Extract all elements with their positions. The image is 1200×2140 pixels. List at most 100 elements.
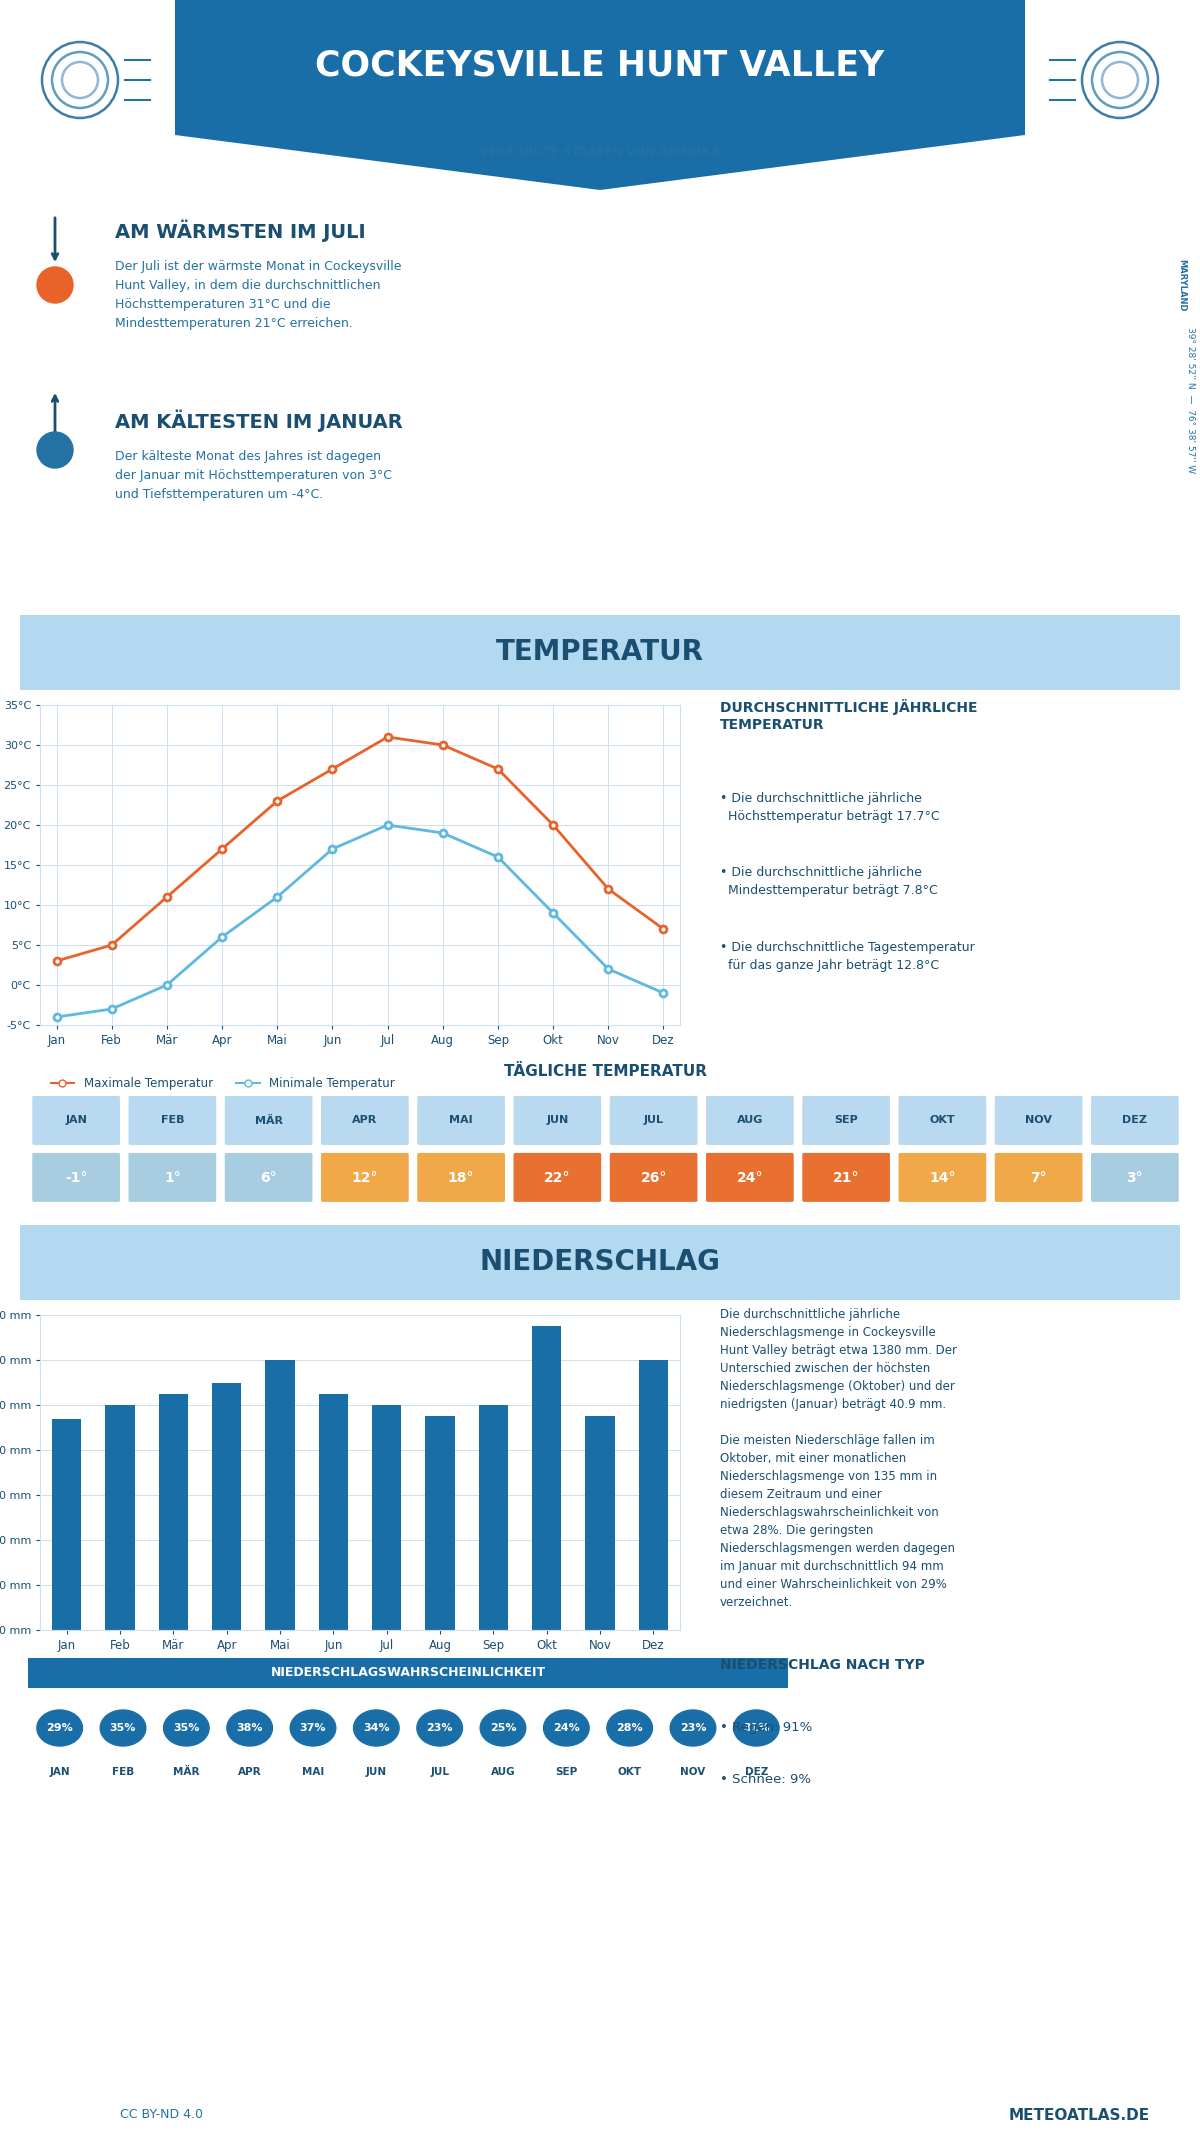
FancyBboxPatch shape bbox=[127, 1151, 217, 1203]
FancyBboxPatch shape bbox=[994, 1094, 1084, 1147]
Text: 28%: 28% bbox=[617, 1723, 643, 1733]
Bar bbox=[106, 1406, 134, 1631]
Circle shape bbox=[354, 1710, 400, 1746]
Text: 6°: 6° bbox=[260, 1171, 277, 1186]
Text: 39° 28' 52'' N  —  76° 38' 57'' W: 39° 28' 52'' N — 76° 38' 57'' W bbox=[1186, 327, 1194, 473]
Text: AM KÄLTESTEN IM JANUAR: AM KÄLTESTEN IM JANUAR bbox=[115, 411, 403, 432]
Text: NOV: NOV bbox=[1025, 1115, 1052, 1126]
FancyBboxPatch shape bbox=[223, 1151, 314, 1203]
Text: • Schnee: 9%: • Schnee: 9% bbox=[720, 1772, 811, 1785]
Text: MÄR: MÄR bbox=[173, 1768, 199, 1776]
Text: 24%: 24% bbox=[553, 1723, 580, 1733]
Text: SEP: SEP bbox=[556, 1768, 577, 1776]
Text: JUL: JUL bbox=[643, 1115, 664, 1126]
Text: APR: APR bbox=[353, 1115, 378, 1126]
Bar bbox=[532, 1327, 562, 1631]
Text: 38%: 38% bbox=[236, 1723, 263, 1733]
Text: MÄR: MÄR bbox=[254, 1115, 283, 1126]
Text: DEZ: DEZ bbox=[1122, 1115, 1147, 1126]
Circle shape bbox=[290, 1710, 336, 1746]
Circle shape bbox=[37, 268, 73, 304]
Text: MARYLAND: MARYLAND bbox=[1177, 259, 1187, 310]
Text: JUN: JUN bbox=[366, 1768, 386, 1776]
FancyBboxPatch shape bbox=[319, 1151, 410, 1203]
FancyBboxPatch shape bbox=[898, 1151, 988, 1203]
FancyBboxPatch shape bbox=[512, 1094, 602, 1147]
FancyBboxPatch shape bbox=[800, 1094, 892, 1147]
Bar bbox=[212, 1382, 241, 1631]
FancyBboxPatch shape bbox=[13, 1656, 803, 1688]
Text: 7°: 7° bbox=[1031, 1171, 1046, 1186]
FancyBboxPatch shape bbox=[0, 1222, 1200, 1303]
Text: Die durchschnittliche jährliche
Niederschlagsmenge in Cockeysville
Hunt Valley b: Die durchschnittliche jährliche Niedersc… bbox=[720, 1308, 958, 1609]
Text: JAN: JAN bbox=[49, 1768, 70, 1776]
Text: 25%: 25% bbox=[490, 1723, 516, 1733]
Text: Der kälteste Monat des Jahres ist dagegen
der Januar mit Höchsttemperaturen von : Der kälteste Monat des Jahres ist dagege… bbox=[115, 449, 392, 501]
Circle shape bbox=[416, 1710, 462, 1746]
Bar bbox=[265, 1361, 295, 1631]
FancyBboxPatch shape bbox=[31, 1094, 121, 1147]
Text: JUN: JUN bbox=[546, 1115, 569, 1126]
Circle shape bbox=[37, 1710, 83, 1746]
FancyBboxPatch shape bbox=[223, 1094, 314, 1147]
Text: 12°: 12° bbox=[352, 1171, 378, 1186]
Text: JAN: JAN bbox=[65, 1115, 88, 1126]
Bar bbox=[638, 1361, 668, 1631]
Bar bbox=[158, 1393, 188, 1631]
Text: 3°: 3° bbox=[1127, 1171, 1144, 1186]
FancyBboxPatch shape bbox=[704, 1151, 796, 1203]
Text: TEMPERATUR: TEMPERATUR bbox=[496, 638, 704, 666]
Bar bbox=[372, 1406, 401, 1631]
Text: AUG: AUG bbox=[737, 1115, 763, 1126]
Text: NIEDERSCHLAG: NIEDERSCHLAG bbox=[480, 1248, 720, 1275]
FancyBboxPatch shape bbox=[608, 1094, 698, 1147]
FancyBboxPatch shape bbox=[1090, 1094, 1180, 1147]
Text: OKT: OKT bbox=[618, 1768, 642, 1776]
Text: 23%: 23% bbox=[426, 1723, 452, 1733]
Text: CC BY-ND 4.0: CC BY-ND 4.0 bbox=[120, 2108, 203, 2121]
Circle shape bbox=[480, 1710, 526, 1746]
Text: APR: APR bbox=[238, 1768, 262, 1776]
Text: 18°: 18° bbox=[448, 1171, 474, 1186]
Text: NIEDERSCHLAG NACH TYP: NIEDERSCHLAG NACH TYP bbox=[720, 1658, 925, 1671]
Text: 31%: 31% bbox=[743, 1723, 769, 1733]
FancyBboxPatch shape bbox=[898, 1094, 988, 1147]
FancyBboxPatch shape bbox=[608, 1151, 698, 1203]
Text: 22°: 22° bbox=[544, 1171, 571, 1186]
FancyBboxPatch shape bbox=[127, 1094, 217, 1147]
Text: 24°: 24° bbox=[737, 1171, 763, 1186]
Text: 14°: 14° bbox=[929, 1171, 955, 1186]
Legend: Niederschlagssumme: Niederschlagssumme bbox=[46, 1671, 216, 1693]
Text: AM WÄRMSTEN IM JULI: AM WÄRMSTEN IM JULI bbox=[115, 220, 366, 242]
Text: COCKEYSVILLE HUNT VALLEY: COCKEYSVILLE HUNT VALLEY bbox=[316, 47, 884, 81]
Bar bbox=[319, 1393, 348, 1631]
Text: 26°: 26° bbox=[641, 1171, 667, 1186]
Text: TÄGLICHE TEMPERATUR: TÄGLICHE TEMPERATUR bbox=[504, 1064, 707, 1079]
FancyBboxPatch shape bbox=[416, 1151, 506, 1203]
Bar bbox=[479, 1406, 508, 1631]
Bar bbox=[586, 1417, 614, 1631]
Text: FEB: FEB bbox=[161, 1115, 184, 1126]
FancyBboxPatch shape bbox=[1090, 1151, 1180, 1203]
Text: 23%: 23% bbox=[679, 1723, 707, 1733]
Text: METEOATLAS.DE: METEOATLAS.DE bbox=[1009, 2108, 1150, 2123]
Text: NOV: NOV bbox=[680, 1768, 706, 1776]
Text: MAI: MAI bbox=[449, 1115, 473, 1126]
Text: DEZ: DEZ bbox=[745, 1768, 768, 1776]
Text: FEB: FEB bbox=[112, 1768, 134, 1776]
Text: • Die durchschnittliche jährliche
  Mindesttemperatur beträgt 7.8°C: • Die durchschnittliche jährliche Mindes… bbox=[720, 867, 937, 897]
Circle shape bbox=[37, 432, 73, 469]
FancyBboxPatch shape bbox=[994, 1151, 1084, 1203]
Circle shape bbox=[671, 1710, 715, 1746]
Text: MAI: MAI bbox=[302, 1768, 324, 1776]
FancyBboxPatch shape bbox=[512, 1151, 602, 1203]
FancyBboxPatch shape bbox=[416, 1094, 506, 1147]
Circle shape bbox=[607, 1710, 653, 1746]
Text: AUG: AUG bbox=[491, 1768, 515, 1776]
Text: DURCHSCHNITTLICHE JÄHRLICHE
TEMPERATUR: DURCHSCHNITTLICHE JÄHRLICHE TEMPERATUR bbox=[720, 700, 978, 732]
FancyBboxPatch shape bbox=[800, 1151, 892, 1203]
Text: NIEDERSCHLAGSWAHRSCHEINLICHKEIT: NIEDERSCHLAGSWAHRSCHEINLICHKEIT bbox=[270, 1667, 546, 1680]
Text: • Regen: 91%: • Regen: 91% bbox=[720, 1721, 812, 1733]
Text: 21°: 21° bbox=[833, 1171, 859, 1186]
Text: 29%: 29% bbox=[47, 1723, 73, 1733]
